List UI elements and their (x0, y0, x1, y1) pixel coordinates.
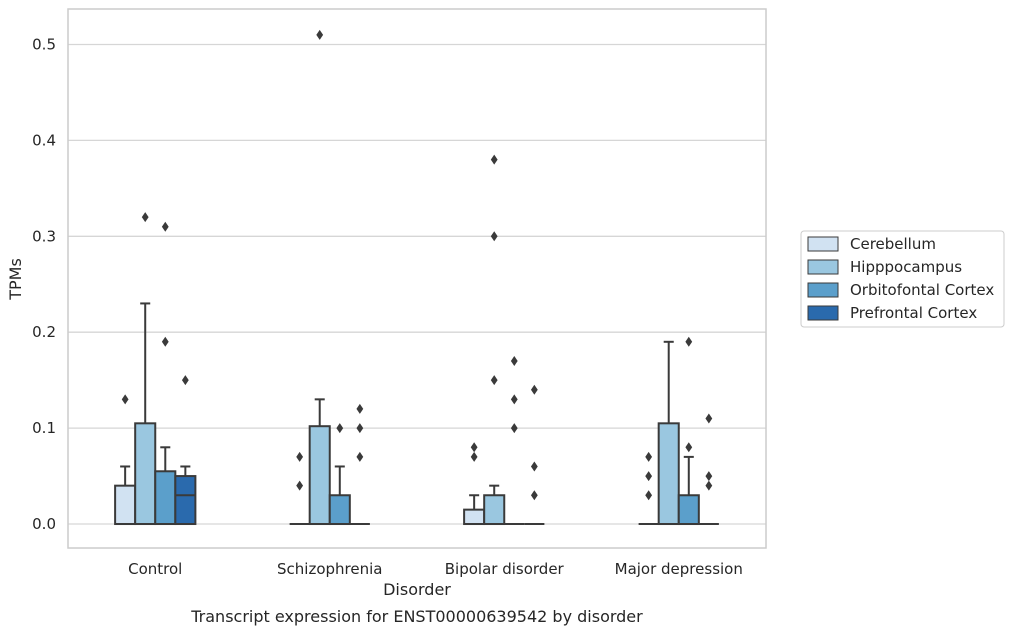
outlier-point (470, 451, 478, 462)
x-tick-label: Major depression (615, 560, 743, 578)
outlier-point (530, 461, 538, 472)
outlier-point (645, 451, 653, 462)
outlier-point (705, 471, 713, 482)
legend-swatch (807, 259, 839, 275)
box-group (289, 451, 310, 526)
box (463, 508, 486, 526)
outlier-point (161, 336, 169, 347)
legend-swatch (807, 305, 839, 321)
box-group (154, 221, 177, 526)
y-tick-label: 0.1 (32, 419, 56, 437)
outlier-point (705, 480, 713, 491)
outlier-point (296, 480, 304, 491)
outlier-point (470, 442, 478, 453)
box-group (677, 336, 700, 526)
box-group (638, 451, 659, 526)
box-group (657, 340, 680, 526)
box (114, 484, 137, 526)
box-group (698, 413, 719, 526)
outlier-point (645, 471, 653, 482)
outlier-point (530, 384, 538, 395)
box-group (174, 375, 197, 526)
box-layer (114, 29, 719, 526)
box-group (114, 394, 137, 526)
outlier-point (356, 451, 364, 462)
outlier-point (316, 29, 324, 40)
x-tick-labels: Control Schizophrenia Bipolar disorder Majo… (128, 560, 743, 578)
y-axis-label: TPMs (6, 258, 25, 301)
box-group (463, 442, 486, 526)
outlier-point (161, 221, 169, 232)
legend-swatch (807, 282, 839, 298)
outlier-point (181, 375, 189, 386)
y-tick-label: 0.5 (32, 35, 56, 53)
y-tick-label: 0.2 (32, 323, 56, 341)
y-tick-label: 0.3 (32, 227, 56, 245)
outlier-point (490, 375, 498, 386)
outlier-point (510, 423, 518, 434)
legend-label: Hipppocampus (850, 258, 962, 276)
box (483, 494, 506, 526)
outlier-point (121, 394, 129, 405)
box (154, 470, 177, 526)
figure-caption: Transcript expression for ENST0000063954… (190, 607, 643, 626)
y-tick-labels: 0.0 0.1 0.2 0.3 0.4 0.5 (32, 35, 56, 533)
box (677, 494, 700, 526)
box (174, 475, 197, 526)
outlier-point (510, 355, 518, 366)
outlier-point (530, 490, 538, 501)
box-group (504, 355, 525, 526)
outlier-point (490, 231, 498, 242)
outlier-point (685, 336, 693, 347)
outlier-point (645, 490, 653, 501)
y-tick-label: 0.4 (32, 131, 56, 149)
legend-swatch (807, 236, 839, 252)
box (328, 494, 351, 526)
outlier-point (490, 154, 498, 165)
outlier-point (685, 442, 693, 453)
legend-frame (800, 230, 1005, 328)
x-axis-label: Disorder (383, 580, 451, 599)
box (308, 425, 331, 526)
box-group (349, 403, 370, 526)
box (134, 422, 157, 526)
outlier-point (705, 413, 713, 424)
plot-frame (67, 8, 767, 549)
outlier-point (141, 212, 149, 223)
box-group (524, 384, 545, 526)
y-tick-label: 0.0 (32, 515, 56, 533)
box (657, 422, 680, 526)
legend: Cerebellum Hipppocampus Orbitofontal Corte… (800, 230, 1005, 328)
box-group (308, 29, 331, 526)
box-group (134, 212, 157, 526)
box-group (483, 154, 506, 526)
box-group (328, 423, 351, 526)
outlier-point (356, 403, 364, 414)
outlier-point (296, 451, 304, 462)
legend-label: Orbitofontal Cortex (850, 281, 994, 299)
outlier-point (336, 423, 344, 434)
outlier-point (356, 423, 364, 434)
x-tick-label: Schizophrenia (277, 560, 382, 578)
outlier-point (510, 394, 518, 405)
x-tick-label: Bipolar disorder (445, 560, 565, 578)
legend-label: Prefrontal Cortex (850, 304, 977, 322)
x-tick-label: Control (128, 560, 182, 578)
legend-label: Cerebellum (850, 235, 936, 253)
